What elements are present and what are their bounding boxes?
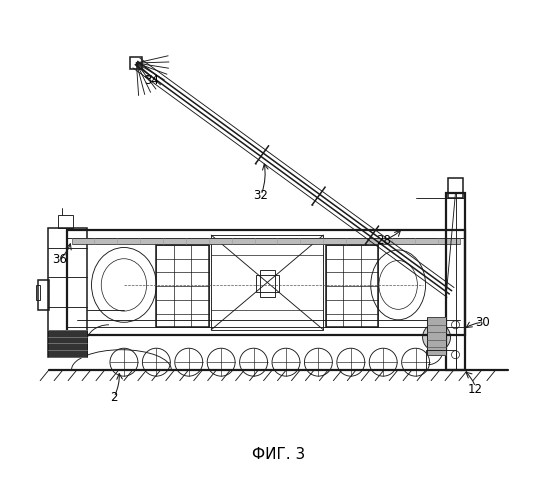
Bar (326, 245, 378, 328)
Text: 12: 12 (468, 383, 483, 396)
Bar (260, 270, 275, 297)
Bar (48, 330, 86, 357)
Bar (446, 192, 466, 370)
Bar (256, 275, 278, 292)
Bar (48, 228, 86, 357)
Text: 34: 34 (144, 74, 159, 87)
Text: 2: 2 (110, 390, 118, 404)
Text: 32: 32 (253, 188, 268, 202)
Text: 30: 30 (476, 316, 490, 329)
Circle shape (423, 324, 451, 351)
Bar (36, 285, 40, 300)
Bar (448, 178, 463, 198)
Text: ФИГ. 3: ФИГ. 3 (252, 447, 305, 462)
Text: 36: 36 (52, 254, 66, 266)
Bar (38, 280, 49, 310)
Bar (72, 238, 461, 244)
Bar (67, 230, 466, 335)
Bar (58, 215, 73, 228)
Bar (427, 318, 446, 354)
Circle shape (429, 330, 444, 344)
Bar (157, 245, 209, 328)
Text: 28: 28 (376, 234, 390, 246)
Bar (211, 235, 324, 330)
Bar (426, 350, 456, 370)
Bar (130, 57, 143, 69)
